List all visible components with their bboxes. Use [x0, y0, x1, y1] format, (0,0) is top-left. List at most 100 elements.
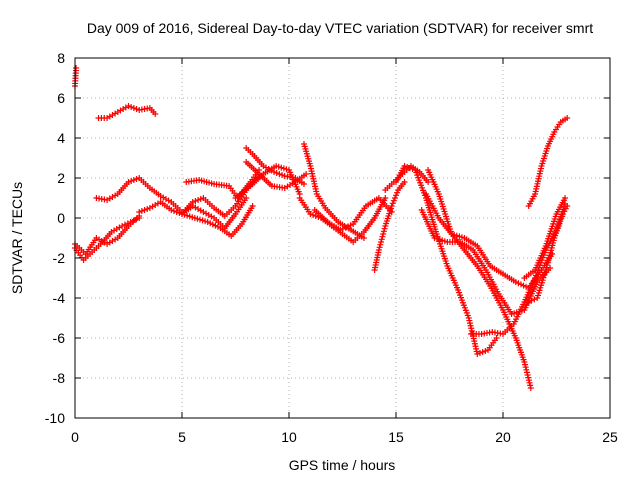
data-point — [307, 211, 314, 217]
data-point — [119, 223, 126, 229]
series-sat-p — [371, 179, 408, 273]
data-point — [388, 203, 395, 209]
data-point — [393, 192, 399, 199]
series-sat-m — [300, 141, 367, 241]
data-point — [303, 171, 310, 177]
axis-tick-labels: 0 5 10 15 20 25 -10 -8 -6 -4 -2 0 2 4 6 8 — [45, 50, 618, 445]
data-point — [144, 206, 151, 212]
data-point — [474, 351, 481, 357]
data-point — [401, 163, 408, 169]
series-sat-e — [93, 175, 185, 215]
data-point — [130, 177, 137, 183]
data-point — [136, 215, 143, 221]
data-point — [168, 207, 175, 213]
data-point — [482, 348, 489, 354]
x-tick-label: 5 — [178, 429, 186, 445]
y-tick-label: -2 — [53, 250, 66, 266]
series-sat-d — [72, 215, 143, 263]
data-point — [381, 225, 388, 232]
data-point — [141, 207, 148, 213]
data-point — [376, 244, 383, 251]
series-sat-l — [243, 159, 310, 191]
data-point — [279, 172, 286, 178]
data-point — [125, 179, 132, 185]
y-axis-label: SDTVAR / TECUs — [9, 182, 25, 294]
y-tick-label: -4 — [53, 290, 66, 306]
data-point — [564, 203, 571, 209]
data-point — [562, 195, 569, 201]
chart-title: Day 009 of 2016, Sidereal Day-to-day VTE… — [87, 20, 593, 36]
data-point — [125, 103, 132, 109]
data-point — [133, 106, 140, 112]
data-point — [382, 195, 389, 201]
data-point — [243, 195, 250, 201]
data-point — [377, 241, 384, 248]
data-point — [273, 170, 280, 176]
data-point — [300, 181, 307, 187]
grid — [75, 58, 610, 418]
data-point — [121, 221, 128, 228]
data-point — [479, 349, 486, 355]
data-point — [401, 179, 408, 185]
axis-ticks — [74, 57, 611, 419]
data-point — [389, 200, 396, 207]
data-point — [409, 166, 416, 172]
data-point — [564, 115, 571, 121]
x-tick-label: 25 — [602, 429, 618, 445]
series-sat-x — [525, 115, 571, 209]
data-point — [425, 179, 432, 185]
data-points — [72, 65, 571, 391]
data-point — [195, 197, 202, 203]
data-point — [476, 350, 483, 356]
data-point — [404, 164, 411, 170]
data-point — [152, 111, 159, 117]
data-point — [124, 220, 131, 227]
data-point — [378, 236, 385, 243]
x-tick-label: 15 — [388, 429, 404, 445]
y-tick-label: 0 — [57, 210, 65, 226]
data-point — [249, 203, 256, 209]
data-point — [493, 335, 500, 341]
y-tick-label: 6 — [57, 90, 65, 106]
data-point — [380, 231, 387, 237]
data-point — [128, 178, 135, 184]
data-point — [394, 189, 401, 196]
data-point — [133, 216, 140, 223]
data-point — [130, 105, 137, 111]
data-point — [138, 208, 145, 214]
x-tick-label: 0 — [71, 429, 79, 445]
y-tick-label: 8 — [57, 50, 65, 66]
y-tick-label: -8 — [53, 370, 66, 386]
data-point — [310, 212, 317, 218]
series-sat-f — [136, 195, 250, 231]
data-point — [128, 104, 135, 110]
series-sat-w — [521, 195, 569, 281]
data-point — [170, 208, 177, 214]
series-sat-k — [232, 163, 303, 201]
data-point — [391, 195, 398, 201]
data-point — [390, 197, 397, 204]
data-point — [527, 385, 534, 391]
plot-frame — [74, 57, 611, 419]
x-axis-label: GPS time / hours — [289, 457, 396, 473]
data-point — [73, 65, 80, 71]
data-point — [528, 297, 535, 304]
data-point — [133, 176, 140, 182]
data-point — [375, 247, 382, 253]
data-point — [531, 296, 538, 303]
y-tick-label: -6 — [53, 330, 66, 346]
series-sat-y — [525, 203, 571, 305]
data-point — [276, 171, 283, 177]
data-point — [379, 233, 386, 240]
data-point — [192, 198, 199, 204]
y-tick-label: -10 — [45, 410, 65, 426]
data-point — [197, 196, 204, 202]
data-point — [189, 199, 196, 205]
data-point — [525, 299, 532, 305]
x-tick-label: 10 — [281, 429, 297, 445]
series-sat-s — [425, 167, 534, 391]
data-point — [378, 239, 385, 245]
data-point — [130, 217, 137, 224]
series-sat-b — [95, 103, 159, 121]
